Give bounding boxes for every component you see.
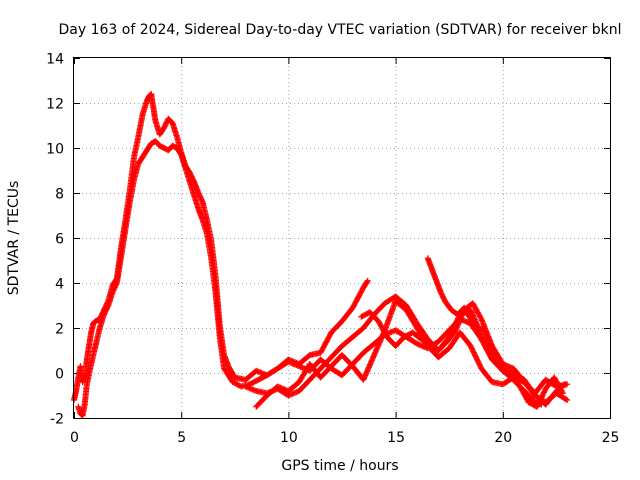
y-tick-label: 10 (46, 142, 64, 158)
y-tick-label: 6 (55, 232, 64, 248)
data-point (467, 343, 474, 349)
chart-title: Day 163 of 2024, Sidereal Day-to-day VTE… (59, 22, 622, 38)
x-tick-label: 10 (280, 430, 298, 446)
y-tick-label: 14 (46, 52, 64, 68)
data-point (559, 390, 566, 397)
y-tick-label: -2 (50, 412, 64, 428)
x-tick-label: 0 (70, 430, 79, 446)
y-tick-label: 8 (55, 187, 64, 203)
y-axis-label: SDTVAR / TECUs (6, 181, 22, 296)
y-tick-label: 0 (55, 367, 64, 383)
series-track-f (424, 255, 566, 410)
data-points (71, 91, 571, 419)
plot-frame (73, 57, 611, 419)
data-point (564, 397, 571, 403)
y-tick-label: 2 (55, 322, 64, 338)
x-axis-label: GPS time / hours (281, 458, 398, 474)
y-tick-label: 12 (46, 97, 64, 113)
x-tick-label: 25 (602, 430, 620, 446)
y-tick-label: 4 (55, 277, 64, 293)
data-point (564, 381, 571, 388)
x-tick-label: 15 (387, 430, 405, 446)
tick-labels: 0 5 10 15 20 25 -2 0 2 4 6 8 10 12 14 (46, 52, 619, 447)
data-point (364, 277, 371, 284)
x-tick-label: 5 (177, 430, 186, 446)
x-tick-label: 20 (494, 430, 512, 446)
